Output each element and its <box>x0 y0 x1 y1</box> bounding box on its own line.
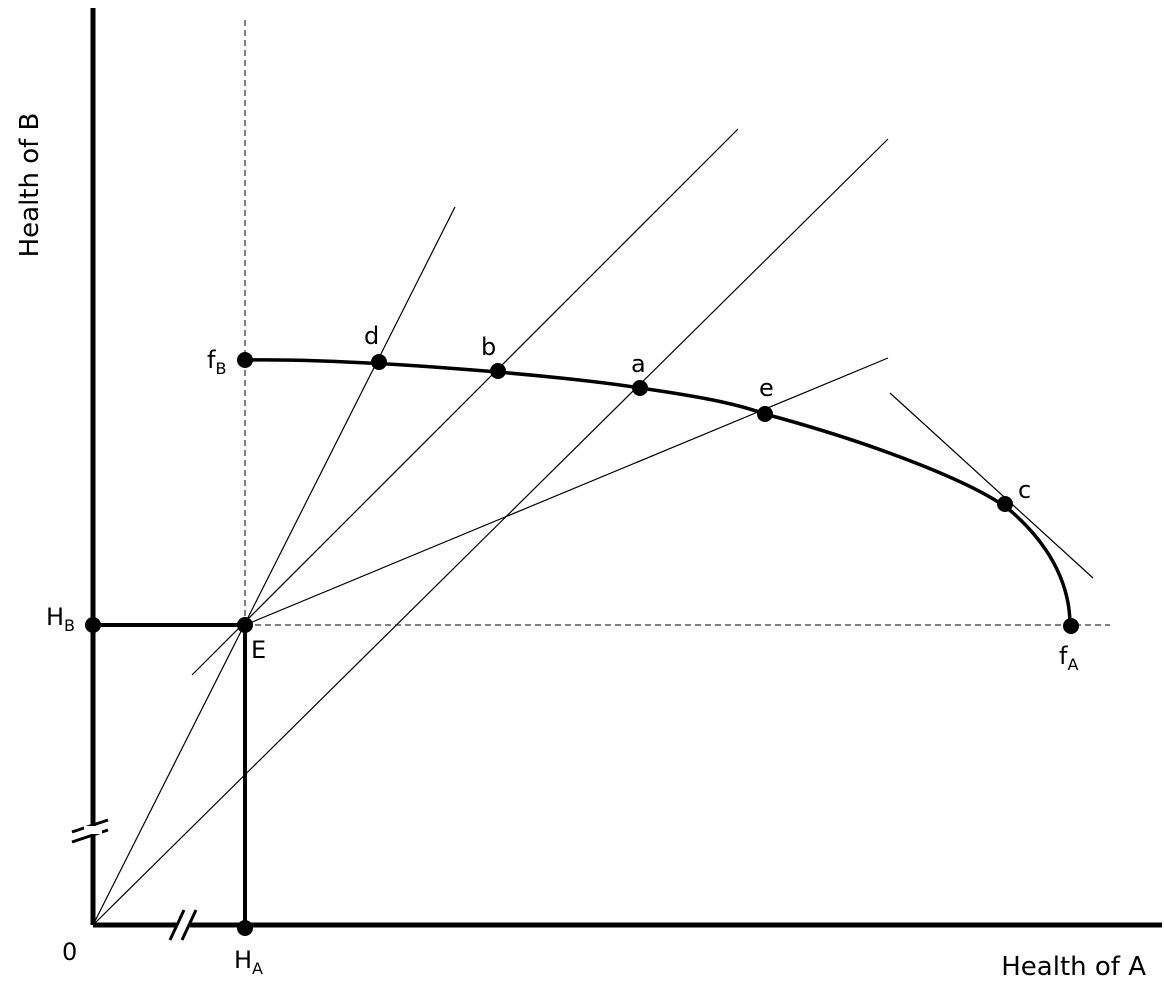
x-axis-title: Health of A <box>1001 952 1146 982</box>
point-e <box>757 406 773 422</box>
label-e: e <box>759 374 774 402</box>
point-b <box>490 363 506 379</box>
point-c <box>997 496 1013 512</box>
point-d <box>371 354 387 370</box>
tangent-at-c <box>889 392 1094 579</box>
label-fB: fB <box>207 346 226 378</box>
line-through-E-and-b <box>191 128 739 676</box>
x-axis-break-mark <box>168 909 198 941</box>
label-d: d <box>364 322 379 350</box>
ray-through-a <box>92 138 889 926</box>
point-HB <box>85 617 101 633</box>
label-E: E <box>251 636 266 664</box>
point-fB <box>237 352 253 368</box>
point-E <box>237 617 253 633</box>
line-through-E-and-e <box>244 357 889 626</box>
origin-label: 0 <box>62 938 77 966</box>
label-HB: HB <box>46 603 75 635</box>
point-HA <box>237 920 253 936</box>
point-a <box>632 380 648 396</box>
label-b: b <box>481 333 496 361</box>
ray-through-d <box>92 206 456 926</box>
label-HA: HA <box>234 946 263 978</box>
health-frontier-curve <box>244 358 1072 626</box>
y-axis-title: Health of B <box>15 113 45 258</box>
label-c: c <box>1018 476 1031 504</box>
label-a: a <box>631 350 646 378</box>
y-axis-break-mark <box>71 818 109 844</box>
point-fA <box>1063 618 1079 634</box>
label-fA: fA <box>1059 642 1078 674</box>
